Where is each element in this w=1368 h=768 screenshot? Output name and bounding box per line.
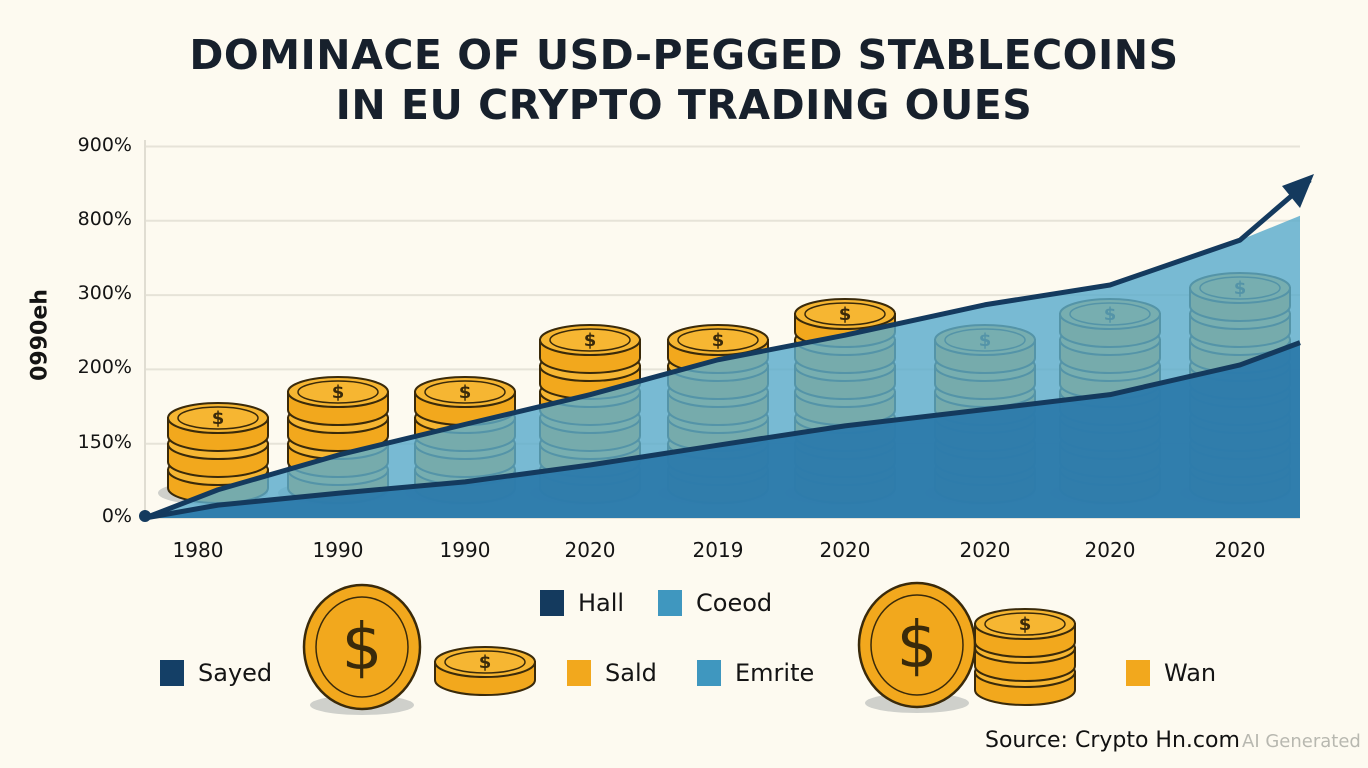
x-tick-label: 1990 — [312, 538, 364, 562]
dollar-icon: $ — [479, 652, 492, 673]
source-note: Source: Crypto Hn.com — [985, 728, 1240, 753]
coin-rim — [677, 328, 759, 352]
y-tick-label: 150% — [77, 430, 132, 453]
dollar-icon: $ — [332, 382, 345, 403]
dollar-icon: $ — [342, 611, 383, 685]
coin-rim — [177, 406, 259, 430]
chart-title-line-1: DOMINACE OF USD-PEGGED STABLECOINS — [189, 31, 1179, 79]
x-tick-label: 2020 — [959, 538, 1011, 562]
legend-item-wan: Wan — [1126, 659, 1216, 687]
dollar-icon: $ — [712, 330, 725, 351]
coin-rim — [804, 302, 886, 326]
y-tick-label: 800% — [77, 207, 132, 230]
dollar-icon: $ — [897, 609, 938, 683]
x-tick-label: 2019 — [692, 538, 744, 562]
chart-title-line-2: IN EU CRYPTO TRADING OUES — [335, 81, 1033, 129]
legend-label: Coeod — [696, 589, 773, 617]
dollar-icon: $ — [212, 408, 225, 429]
x-tick-label: 2020 — [819, 538, 871, 562]
legend-item-hall: Hall — [540, 589, 624, 617]
legend-swatch — [567, 660, 591, 686]
coin-face — [434, 646, 536, 678]
big-coin-rim — [870, 594, 964, 696]
coin-rim — [424, 380, 506, 404]
legend-item-sayed: Sayed — [160, 659, 272, 687]
legend-swatch — [658, 590, 682, 616]
coin-face — [539, 324, 641, 356]
arrow-head-icon — [1282, 174, 1314, 208]
dollar-icon: $ — [839, 304, 852, 325]
coin-rim — [297, 380, 379, 404]
coin-face — [974, 608, 1076, 640]
legend-label: Sayed — [198, 659, 273, 687]
x-tick-label: 1980 — [172, 538, 224, 562]
legend-coin-stack: $ — [434, 646, 536, 696]
y-tick-label: 0% — [101, 505, 132, 527]
watermark: AI Generated — [1242, 731, 1361, 752]
y-tick-label: 900% — [77, 133, 132, 156]
coin-rim — [444, 650, 526, 674]
y-tick-label: 300% — [77, 282, 132, 305]
coin-face — [794, 298, 896, 330]
coin-face — [414, 376, 516, 408]
legend-swatch — [1126, 660, 1150, 686]
legend-label: Wan — [1164, 659, 1217, 687]
coin-face — [667, 324, 769, 356]
dollar-icon: $ — [459, 382, 472, 403]
legend-label: Hall — [578, 589, 625, 617]
x-tick-label: 2020 — [1214, 538, 1266, 562]
x-tick-label: 2020 — [564, 538, 616, 562]
dollar-icon: $ — [1019, 614, 1032, 635]
area-series-2 — [145, 342, 1300, 518]
big-coin-rim — [315, 596, 409, 698]
legend-item-coeod: Coeod — [658, 589, 772, 617]
legend-swatch — [540, 590, 564, 616]
y-tick-label: 200% — [77, 356, 132, 379]
legend-item-sald: Sald — [567, 659, 657, 687]
legend-coin-stack: $ — [974, 608, 1076, 706]
x-tick-label: 2020 — [1084, 538, 1136, 562]
coin-rim — [984, 612, 1066, 636]
x-tick-label: 1990 — [439, 538, 491, 562]
coin-face — [287, 376, 389, 408]
legend-label: Sald — [605, 659, 657, 687]
legend-swatch — [697, 660, 721, 686]
big-coin — [302, 583, 422, 711]
legend-swatch — [160, 660, 184, 686]
coin-face — [167, 402, 269, 434]
legend-label: Emrite — [735, 659, 815, 687]
dollar-icon: $ — [584, 330, 597, 351]
legend-item-emrite: Emrite — [697, 659, 814, 687]
line-start-marker — [139, 510, 151, 522]
coin-rim — [549, 328, 631, 352]
